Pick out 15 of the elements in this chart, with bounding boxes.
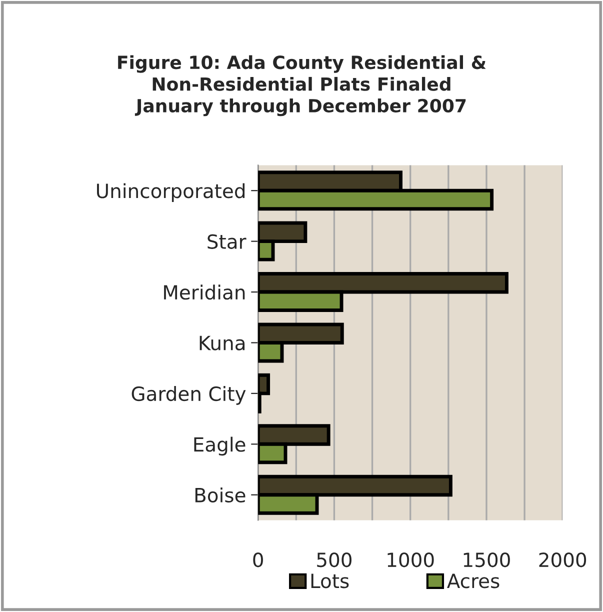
y-tick-label: Meridian — [164, 284, 245, 300]
legend-label: Lots — [311, 574, 349, 588]
x-tick-label: 2000 — [539, 552, 586, 568]
x-tick-label: 500 — [317, 552, 352, 568]
x-tick-label: 1500 — [464, 552, 510, 568]
chart-title: Figure 10: Ada County Residential & Non-Residential Plats Finaled January through December 2007 — [118, 55, 486, 116]
y-tick-label: Eagle — [194, 436, 246, 456]
y-tick-label: Boise — [195, 487, 246, 503]
x-tick-label: 1000 — [388, 552, 434, 568]
y-tick-label: Unincorporated — [97, 183, 245, 202]
y-tick-label: Garden City — [132, 386, 246, 405]
y-tick-label: Kuna — [200, 336, 245, 350]
x-tick-label: 0 — [253, 552, 263, 568]
y-tick-label: Star — [208, 234, 246, 249]
legend-label: Acres — [447, 574, 500, 588]
